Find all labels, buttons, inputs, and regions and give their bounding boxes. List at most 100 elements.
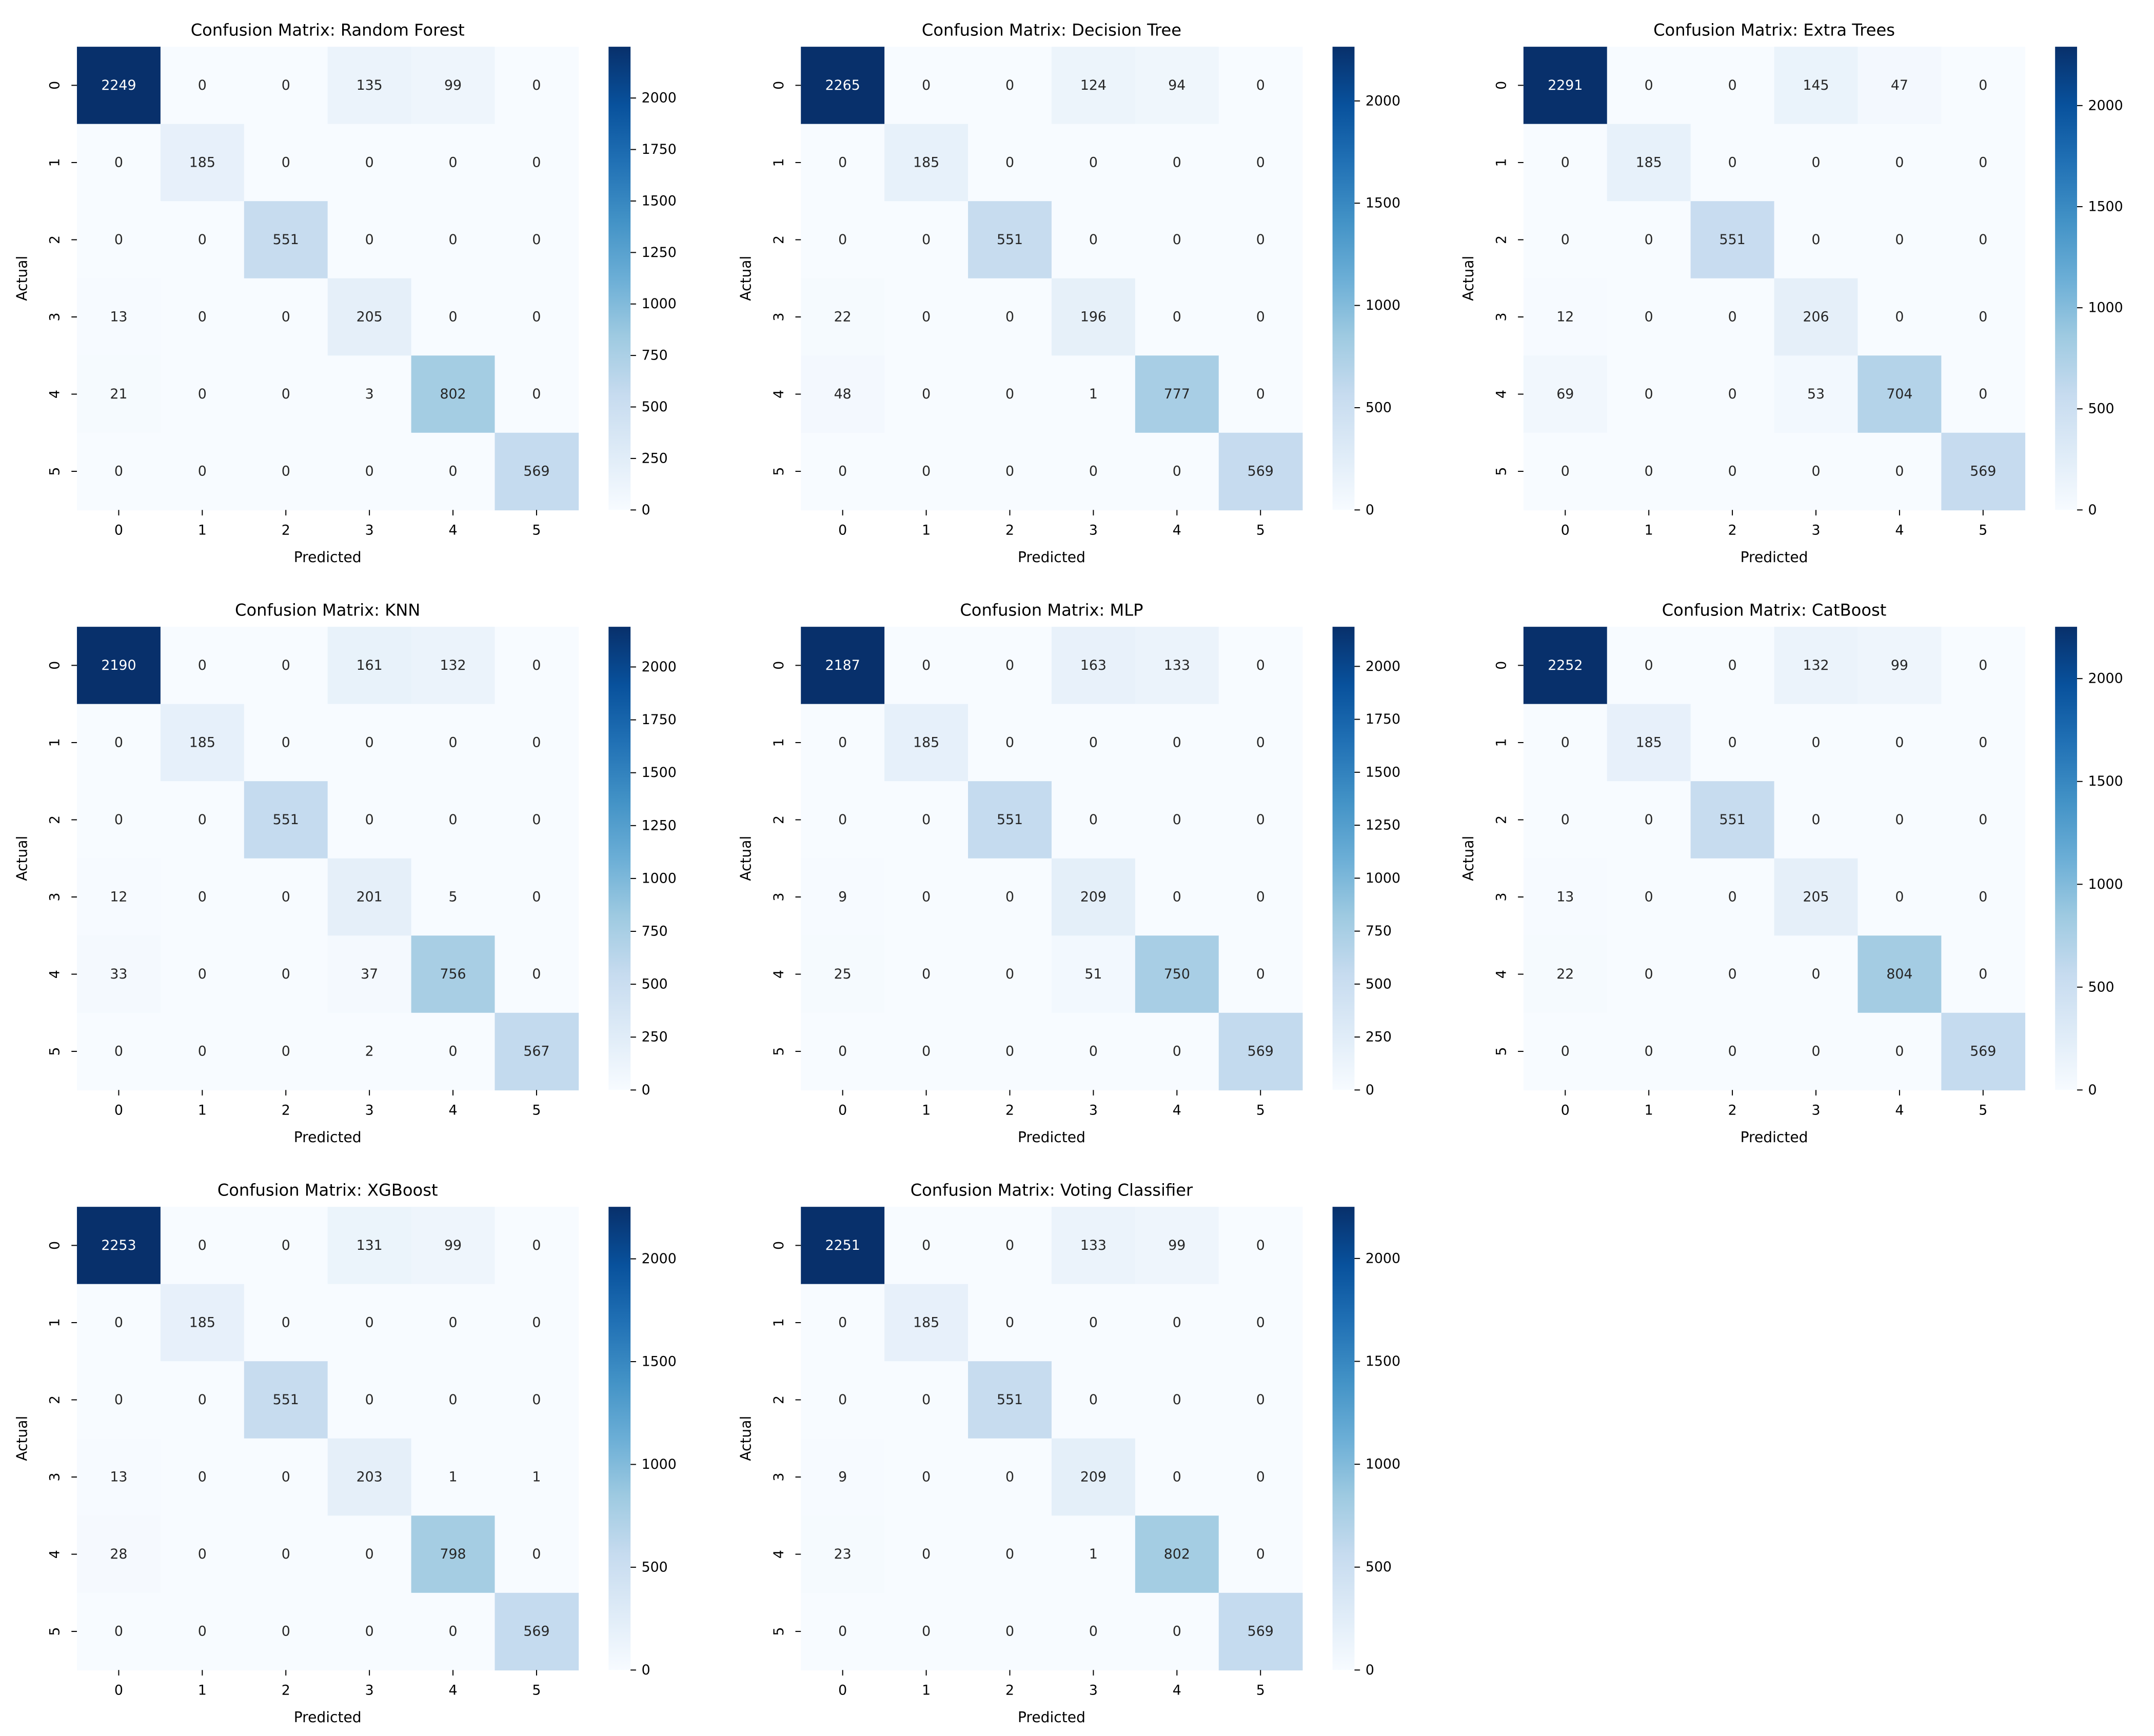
cell-value-label: 0 <box>1895 464 1904 480</box>
y-tick-label: 4 <box>771 970 787 979</box>
heatmap-cell <box>495 1592 579 1671</box>
heatmap-cell <box>1523 858 1608 936</box>
heatmap-cell <box>968 1012 1052 1091</box>
heatmap-cell <box>1690 124 1775 202</box>
y-tick-label: 4 <box>47 390 63 398</box>
cell-value-label: 0 <box>1645 889 1653 905</box>
y-axis-label: Actual <box>13 1416 30 1461</box>
y-tick-label: 2 <box>771 1395 787 1404</box>
colorbar-tick-label: 1500 <box>642 193 677 209</box>
x-axis-label: Predicted <box>1018 1709 1085 1726</box>
heatmap-cell <box>1051 432 1136 511</box>
cell-value-label: 0 <box>1979 77 1987 93</box>
heatmap-cell <box>495 627 579 705</box>
y-tick-label: 2 <box>1493 235 1509 244</box>
heatmap-cell <box>1523 627 1608 705</box>
panel-title: Confusion Matrix: Voting Classifier <box>911 1181 1193 1200</box>
heatmap-cell <box>1051 124 1136 202</box>
heatmap-cell <box>244 278 328 356</box>
heatmap-cell <box>244 704 328 782</box>
colorbar <box>1332 47 1355 510</box>
cell-value-label: 0 <box>532 232 541 248</box>
cell-value-label: 569 <box>1248 1044 1274 1060</box>
colorbar-tick-label: 0 <box>2088 502 2097 518</box>
colorbar-tick-label: 500 <box>642 1559 668 1575</box>
cell-value-label: 9 <box>838 889 847 905</box>
heatmap-cell <box>1857 278 1942 356</box>
cell-value-label: 25 <box>834 966 852 982</box>
cell-value-label: 0 <box>838 464 847 480</box>
cell-value-label: 0 <box>114 1392 123 1408</box>
cell-value-label: 0 <box>1561 232 1570 248</box>
cell-value-label: 0 <box>449 734 458 750</box>
heatmap-cell <box>1607 935 1691 1013</box>
cell-value-label: 0 <box>1645 966 1653 982</box>
x-tick-label: 1 <box>1645 523 1653 538</box>
heatmap-cell <box>884 201 969 279</box>
y-axis-label: Actual <box>738 836 755 881</box>
heatmap-cell <box>1690 278 1775 356</box>
heatmap-cell <box>411 47 496 125</box>
cell-value-label: 2187 <box>825 657 860 673</box>
colorbar <box>1332 1207 1355 1670</box>
heatmap-cell <box>801 1207 885 1285</box>
cell-value-label: 0 <box>198 889 207 905</box>
y-tick-label: 3 <box>1493 312 1509 321</box>
heatmap-cell <box>495 432 579 511</box>
cell-value-label: 0 <box>198 232 207 248</box>
cell-value-label: 551 <box>273 1392 299 1408</box>
heatmap-cell <box>327 781 412 859</box>
colorbar-tick-label: 1500 <box>1366 195 1400 211</box>
cell-value-label: 0 <box>532 77 541 93</box>
cell-value-label: 0 <box>1256 1469 1265 1485</box>
cell-value-label: 0 <box>1895 889 1904 905</box>
cell-value-label: 163 <box>1080 657 1106 673</box>
cell-value-label: 551 <box>997 812 1023 828</box>
cell-value-label: 0 <box>1728 154 1737 170</box>
cell-value-label: 0 <box>282 386 290 402</box>
y-axis-label: Actual <box>13 256 30 301</box>
heatmap-cell <box>1857 124 1942 202</box>
heatmap-cell <box>1523 432 1608 511</box>
heatmap-cell <box>968 627 1052 705</box>
cell-value-label: 0 <box>1728 889 1737 905</box>
y-tick-label: 2 <box>47 1395 63 1404</box>
cell-value-label: 0 <box>198 77 207 93</box>
cell-value-label: 0 <box>1811 1044 1820 1060</box>
heatmap-cell <box>801 858 885 936</box>
cell-value-label: 21 <box>110 386 127 402</box>
cell-value-label: 0 <box>1979 386 1987 402</box>
cell-value-label: 0 <box>365 464 374 480</box>
heatmap-cell <box>1774 935 1859 1013</box>
y-tick-label: 0 <box>1493 81 1509 90</box>
x-tick-label: 2 <box>282 523 290 538</box>
x-tick-label: 4 <box>1173 523 1181 538</box>
heatmap-cell <box>160 1207 245 1285</box>
heatmap-cell <box>76 858 161 936</box>
heatmap-cell <box>76 781 161 859</box>
cell-value-label: 0 <box>1005 889 1014 905</box>
cell-value-label: 0 <box>365 812 374 828</box>
y-axis-label: Actual <box>13 836 30 881</box>
cell-value-label: 0 <box>1173 1392 1181 1408</box>
heatmap-cell <box>1941 858 2026 936</box>
heatmap-cell <box>968 47 1052 125</box>
cell-value-label: 0 <box>282 1624 290 1640</box>
cell-value-label: 0 <box>1173 154 1181 170</box>
cell-value-label: 0 <box>1979 812 1987 828</box>
cell-value-label: 2265 <box>825 77 860 93</box>
cell-value-label: 185 <box>189 154 215 170</box>
cell-value-label: 0 <box>1089 1314 1098 1330</box>
heatmap-cell <box>1690 201 1775 279</box>
panel-title: Confusion Matrix: MLP <box>960 601 1143 620</box>
heatmap-cell <box>1607 355 1691 433</box>
heatmap-cell <box>1774 1012 1859 1091</box>
colorbar-tick-label: 2000 <box>2088 671 2123 687</box>
cell-value-label: 0 <box>449 154 458 170</box>
cell-value-label: 0 <box>1089 464 1098 480</box>
heatmap-cell <box>1523 355 1608 433</box>
cell-value-label: 1 <box>532 1469 541 1485</box>
